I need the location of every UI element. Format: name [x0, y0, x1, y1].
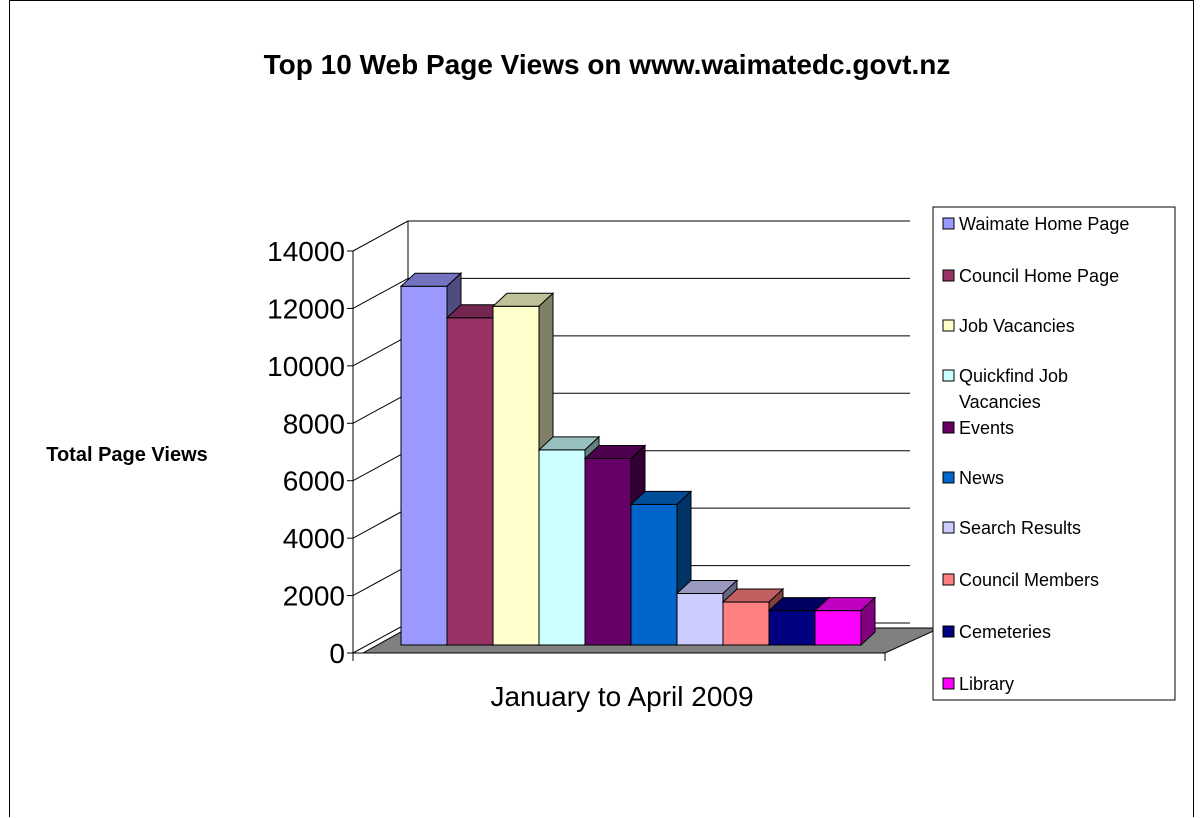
legend-label: Cemeteries: [959, 622, 1051, 642]
bar-front: [630, 503, 678, 646]
legend-swatch: [942, 319, 955, 332]
gridline-side-8000: [352, 392, 409, 424]
y-tick-label-4000: 4000: [283, 523, 345, 554]
legend-swatch: [942, 573, 955, 586]
legend-swatch: [942, 421, 955, 434]
bars: [399, 272, 877, 647]
legend-label: Library: [959, 674, 1014, 694]
gridline-side-0: [352, 622, 409, 654]
bar-front: [814, 610, 862, 646]
legend-item-events: Events: [942, 418, 1014, 438]
y-tick-label-14000: 14000: [267, 236, 345, 267]
legend-label: Events: [959, 418, 1014, 438]
bar-front: [584, 457, 632, 646]
gridline-side-4000: [352, 507, 409, 539]
chart-frame: Top 10 Web Page Views on www.waimatedc.g…: [9, 0, 1194, 817]
legend-swatch: [942, 521, 955, 534]
bar-front: [446, 317, 494, 646]
legend-item-news: News: [942, 468, 1004, 488]
bar-side: [860, 596, 876, 647]
bar-front: [768, 610, 816, 646]
y-tick-label-10000: 10000: [267, 351, 345, 382]
bar-library: [813, 596, 877, 647]
gridline-side-12000: [352, 277, 409, 309]
y-tick-label-8000: 8000: [283, 408, 345, 439]
y-tick-label-12000: 12000: [267, 293, 345, 324]
legend-label: Job Vacancies: [959, 316, 1075, 336]
chart-title: Top 10 Web Page Views on www.waimatedc.g…: [264, 49, 951, 80]
legend-label: Search Results: [959, 518, 1081, 538]
gridline-side-2000: [352, 565, 409, 597]
legend-label: Council Home Page: [959, 266, 1119, 286]
legend-item-job-vacancies: Job Vacancies: [942, 316, 1075, 336]
legend-item-quickfind-job-vacancies: Quickfind Job Vacancies: [942, 366, 1068, 412]
legend-swatch: [942, 625, 955, 638]
y-tick-labels: 0 2000 4000 6000 8000 10000 12000 14000: [267, 236, 345, 669]
legend-swatch: [942, 369, 955, 382]
legend-swatch: [942, 217, 955, 230]
legend-box: [932, 206, 1176, 701]
bar-front: [676, 592, 724, 646]
bar-front: [538, 449, 586, 646]
y-tick-label-0: 0: [329, 638, 345, 669]
bar-front: [722, 601, 770, 646]
legend-label: Waimate Home Page: [959, 214, 1129, 234]
legend-label: Quickfind Job: [959, 366, 1068, 386]
legend-swatch: [942, 677, 955, 690]
legend-label: News: [959, 468, 1004, 488]
y-tick-label-6000: 6000: [283, 466, 345, 497]
legend: Waimate Home Page Council Home Page Job Va…: [932, 206, 1176, 701]
legend-label: Council Members: [959, 570, 1099, 590]
gridline-side-10000: [352, 335, 409, 367]
bar-front: [492, 305, 540, 646]
legend-item-search-results: Search Results: [942, 518, 1081, 538]
x-axis-label: January to April 2009: [490, 681, 753, 712]
legend-item-council-home-page: Council Home Page: [942, 266, 1119, 286]
legend-label: Vacancies: [959, 392, 1041, 412]
legend-item-cemeteries: Cemeteries: [942, 622, 1051, 642]
gridline-side-14000: [352, 220, 409, 252]
legend-item-waimate-home-page: Waimate Home Page: [942, 214, 1129, 234]
bar-chart: Top 10 Web Page Views on www.waimatedc.g…: [46, 49, 1176, 712]
gridline-side-6000: [352, 450, 409, 482]
legend-swatch: [942, 471, 955, 484]
y-tick-label-2000: 2000: [283, 581, 345, 612]
legend-item-council-members: Council Members: [942, 570, 1099, 590]
legend-swatch: [942, 269, 955, 282]
legend-item-library: Library: [942, 674, 1014, 694]
bar-front: [400, 285, 448, 646]
y-axis-label: Total Page Views: [46, 444, 208, 466]
